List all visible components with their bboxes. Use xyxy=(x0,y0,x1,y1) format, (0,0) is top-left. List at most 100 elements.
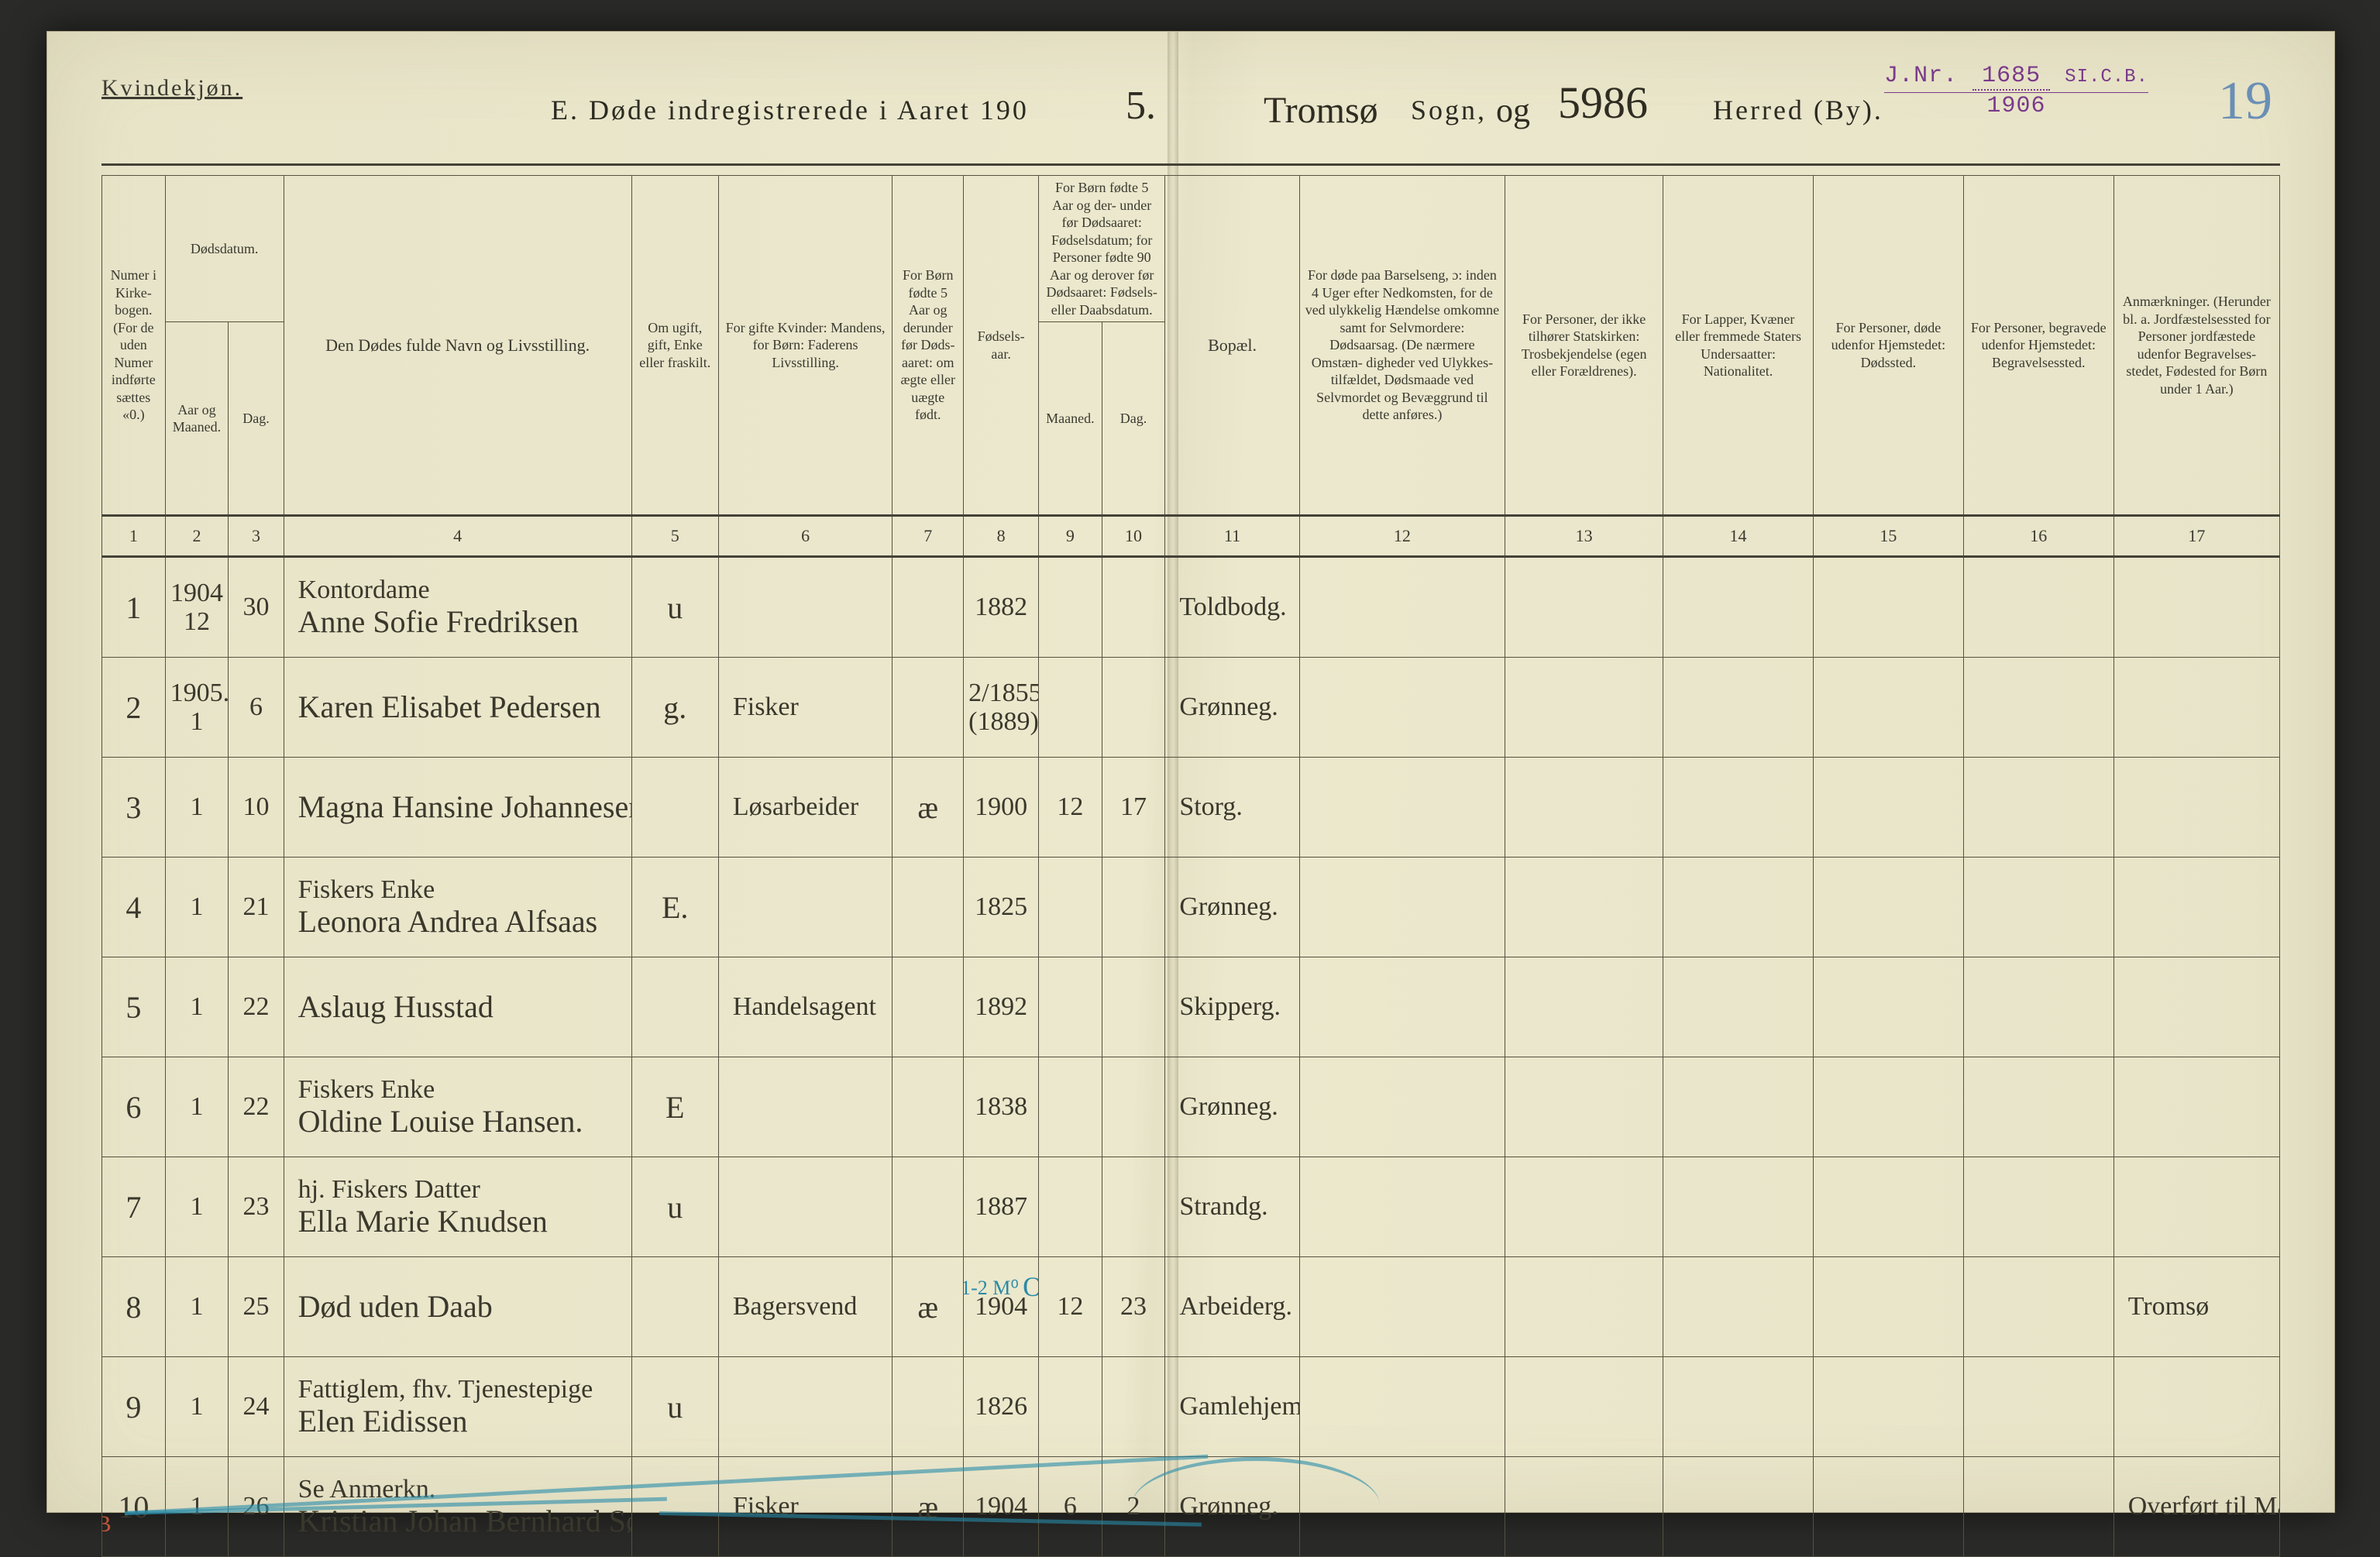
stamp-slcb: SI.C.B. xyxy=(2065,67,2148,88)
cell-status xyxy=(631,1257,718,1357)
cell-legit xyxy=(892,1057,964,1157)
cell-name: Se Anmerkn. Kristian Johan Bernhard Søre… xyxy=(284,1457,631,1557)
col-17-header: Anmærkninger. (Herunder bl. a. Jordfæste… xyxy=(2113,176,2279,516)
cell-occupation: Bagersvend xyxy=(718,1257,892,1357)
cell-13 xyxy=(1505,1057,1663,1157)
cell-year-month: 1 xyxy=(165,1357,229,1457)
cell-legit: æ xyxy=(892,1257,964,1357)
cell-13 xyxy=(1505,957,1663,1057)
cell-birth-year: 1826 xyxy=(964,1357,1039,1457)
cell-13 xyxy=(1505,1157,1663,1257)
cell-day: 26 xyxy=(229,1457,284,1557)
cell-15 xyxy=(1813,1257,1963,1357)
colnum: 14 xyxy=(1663,516,1814,557)
cell-birth-month xyxy=(1039,658,1102,758)
ledger-table: Numer i Kirke- bogen. (For de uden Numer… xyxy=(101,175,2280,1557)
cell-15 xyxy=(1813,858,1963,957)
cell-legit xyxy=(892,1157,964,1257)
cell-name: Aslaug Husstad xyxy=(284,957,631,1057)
stamp-year: 1906 xyxy=(1987,93,2046,119)
cell-legit xyxy=(892,858,964,957)
cell-num: 7 xyxy=(102,1157,166,1257)
col-13-header: For Personer, der ikke tilhører Statskir… xyxy=(1505,176,1663,516)
column-number-row: 1 2 3 4 5 6 7 8 9 10 11 12 13 14 15 16 1 xyxy=(102,516,2280,557)
cell-14 xyxy=(1663,557,1814,658)
table-row: 3110 Magna Hansine JohannesenLøsarbeider… xyxy=(102,758,2280,858)
colnum: 5 xyxy=(631,516,718,557)
cell-name: Fiskers Enke Leonora Andrea Alfsaas xyxy=(284,858,631,957)
cell-occupation xyxy=(718,1357,892,1457)
table-row: 4121 Fiskers Enke Leonora Andrea Alfsaas… xyxy=(102,858,2280,957)
cell-16 xyxy=(1963,1057,2113,1157)
cell-15 xyxy=(1813,658,1963,758)
cell-16 xyxy=(1963,858,2113,957)
cell-remarks xyxy=(2113,758,2279,858)
table-row: 9124 Fattiglem, fhv. Tjenestepige Elen E… xyxy=(102,1357,2280,1457)
colnum: 16 xyxy=(1963,516,2113,557)
cell-year-month: 1 xyxy=(165,1157,229,1257)
page-title-print: E. Døde indregistrerede i Aaret 190 xyxy=(551,94,1029,126)
cell-birth-month: 12 xyxy=(1039,1257,1102,1357)
cell-birth-day xyxy=(1102,1357,1165,1457)
cell-14 xyxy=(1663,758,1814,858)
cell-birth-year: 1825 xyxy=(964,858,1039,957)
col-9-10-header-top: For Børn fødte 5 Aar og der- under før D… xyxy=(1039,176,1165,322)
cell-13 xyxy=(1505,658,1663,758)
colnum: 10 xyxy=(1102,516,1165,557)
cell-12 xyxy=(1299,1257,1505,1357)
cell-birth-month xyxy=(1039,957,1102,1057)
cell-residence: Grønneg. xyxy=(1165,1057,1299,1157)
cell-13 xyxy=(1505,758,1663,858)
cell-birth-year: 1900 xyxy=(964,758,1039,858)
colnum: 2 xyxy=(165,516,229,557)
cell-birth-year: 1882 xyxy=(964,557,1039,658)
cell-residence: Grønneg. xyxy=(1165,658,1299,758)
cell-14 xyxy=(1663,658,1814,758)
cell-day: 24 xyxy=(229,1357,284,1457)
table-head: Numer i Kirke- bogen. (For de uden Numer… xyxy=(102,176,2280,557)
cell-year-month: 1 xyxy=(165,1057,229,1157)
cell-residence: Grønneg. xyxy=(1165,858,1299,957)
cell-remarks xyxy=(2113,957,2279,1057)
stamp-number-hand: 5986 xyxy=(1558,77,1648,129)
cell-birth-month xyxy=(1039,858,1102,957)
cell-legit xyxy=(892,957,964,1057)
cell-birth-day xyxy=(1102,957,1165,1057)
cell-year-month: 1 xyxy=(165,957,229,1057)
herred-label: Herred (By). xyxy=(1713,94,1883,126)
cell-year-month: 1 xyxy=(165,758,229,858)
cell-birth-year: 1892 xyxy=(964,957,1039,1057)
cell-16 xyxy=(1963,1257,2113,1357)
cell-14 xyxy=(1663,1457,1814,1557)
cell-name: hj. Fiskers Datter Ella Marie Knudsen xyxy=(284,1157,631,1257)
cell-16 xyxy=(1963,557,2113,658)
cell-birth-day xyxy=(1102,658,1165,758)
cell-14 xyxy=(1663,1257,1814,1357)
table-row: 119041230 Kontordame Anne Sofie Fredriks… xyxy=(102,557,2280,658)
col-15-header: For Personer, døde udenfor Hjemstedet: D… xyxy=(1813,176,1963,516)
cell-birth-day: 2 xyxy=(1102,1457,1165,1557)
cell-residence: Arbeiderg. xyxy=(1165,1257,1299,1357)
cell-16 xyxy=(1963,758,2113,858)
cell-remarks xyxy=(2113,658,2279,758)
cell-day: 6 xyxy=(229,658,284,758)
cell-name: Karen Elisabet Pedersen xyxy=(284,658,631,758)
ledger-page: Kvindekjøn. E. Døde indregistrerede i Aa… xyxy=(46,31,2335,1513)
cell-name: Død uden Daab xyxy=(284,1257,631,1357)
colnum: 15 xyxy=(1813,516,1963,557)
cell-12 xyxy=(1299,1057,1505,1157)
sogn-label: Sogn, xyxy=(1411,94,1487,126)
cell-day: 10 xyxy=(229,758,284,858)
cell-occupation: Fisker xyxy=(718,658,892,758)
cell-legit xyxy=(892,658,964,758)
cell-num: 6 xyxy=(102,1057,166,1157)
cell-num: 3 xyxy=(102,758,166,858)
table-row: 7123 hj. Fiskers Datter Ella Marie Knuds… xyxy=(102,1157,2280,1257)
cell-13 xyxy=(1505,1257,1663,1357)
cell-day: 23 xyxy=(229,1157,284,1257)
col-9-header: Maaned. xyxy=(1039,322,1102,516)
content-area: Kvindekjøn. E. Døde indregistrerede i Aa… xyxy=(101,63,2280,1481)
col-5-header: Om ugift, gift, Enke eller fraskilt. xyxy=(631,176,718,516)
cell-residence: Gamlehjemt xyxy=(1165,1357,1299,1457)
cell-residence: Storg. xyxy=(1165,758,1299,858)
